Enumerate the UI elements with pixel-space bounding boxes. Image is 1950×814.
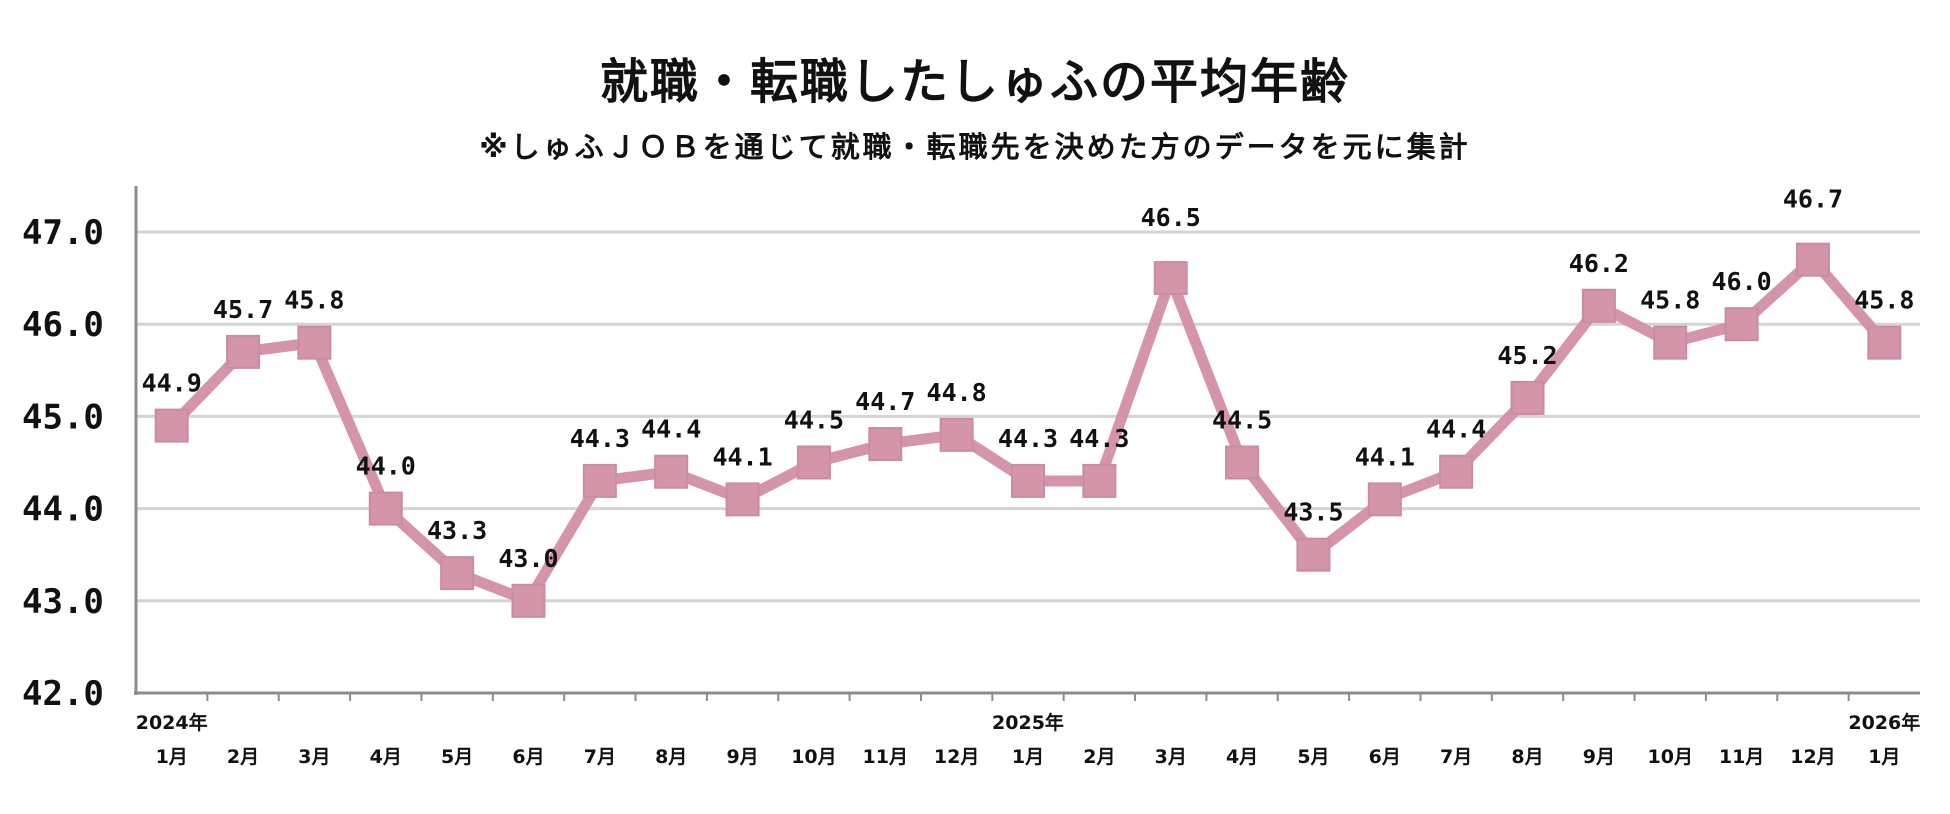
data-label: 44.4 bbox=[1426, 415, 1486, 444]
y-tick-label: 46.0 bbox=[22, 305, 104, 345]
data-point bbox=[440, 556, 475, 591]
x-month-label: 1月 bbox=[1012, 746, 1044, 768]
data-label: 45.7 bbox=[213, 295, 273, 324]
data-label: 45.8 bbox=[1640, 286, 1700, 315]
data-label: 43.0 bbox=[498, 544, 558, 573]
data-point bbox=[368, 491, 403, 526]
data-point bbox=[1867, 325, 1902, 360]
data-point bbox=[1510, 380, 1545, 415]
data-label: 46.2 bbox=[1569, 249, 1629, 278]
x-month-label: 3月 bbox=[1155, 746, 1187, 768]
x-month-label: 9月 bbox=[726, 746, 758, 768]
data-label: 43.3 bbox=[427, 516, 487, 545]
data-label: 44.8 bbox=[927, 378, 987, 407]
x-month-label: 12月 bbox=[934, 746, 979, 768]
data-point bbox=[1153, 261, 1188, 296]
data-point bbox=[939, 417, 974, 452]
data-label: 44.3 bbox=[998, 424, 1058, 453]
data-label: 45.2 bbox=[1497, 341, 1557, 370]
data-point bbox=[226, 334, 261, 369]
x-month-label: 3月 bbox=[298, 746, 330, 768]
x-month-label: 11月 bbox=[1719, 746, 1764, 768]
x-year-label: 2026年 bbox=[1848, 711, 1920, 734]
x-month-label: 2月 bbox=[1083, 746, 1115, 768]
data-label: 44.7 bbox=[855, 387, 915, 416]
data-point bbox=[1296, 537, 1331, 572]
data-label: 43.5 bbox=[1283, 498, 1343, 527]
x-month-label: 5月 bbox=[441, 746, 473, 768]
data-point bbox=[582, 463, 617, 498]
data-label: 44.9 bbox=[142, 369, 202, 398]
data-label: 44.4 bbox=[641, 415, 701, 444]
x-month-label: 4月 bbox=[1226, 746, 1258, 768]
data-label: 44.3 bbox=[1069, 424, 1129, 453]
x-month-label: 6月 bbox=[1369, 746, 1401, 768]
x-year-label: 2025年 bbox=[992, 711, 1064, 734]
data-label: 44.0 bbox=[356, 452, 416, 481]
data-point bbox=[725, 482, 760, 517]
data-label: 44.1 bbox=[1355, 442, 1415, 471]
x-month-label: 8月 bbox=[655, 746, 687, 768]
data-label: 44.5 bbox=[784, 406, 844, 435]
y-tick-label: 43.0 bbox=[22, 582, 104, 622]
chart-subtitle: ※しゅふＪＯＢを通じて就職・転職先を決めた方のデータを元に集計 bbox=[479, 130, 1471, 164]
y-tick-label: 42.0 bbox=[22, 674, 104, 714]
data-point bbox=[654, 454, 689, 489]
x-year-label: 2024年 bbox=[136, 711, 208, 734]
data-point bbox=[868, 427, 903, 462]
chart-title: 就職・転職したしゅふの平均年齢 bbox=[599, 54, 1350, 110]
data-label: 46.7 bbox=[1783, 185, 1843, 214]
data-point bbox=[1367, 482, 1402, 517]
x-month-label: 7月 bbox=[584, 746, 616, 768]
data-point bbox=[154, 408, 189, 443]
data-point bbox=[1439, 454, 1474, 489]
y-tick-label: 44.0 bbox=[22, 490, 104, 530]
data-point bbox=[1795, 242, 1830, 277]
data-point bbox=[297, 325, 332, 360]
x-month-label: 7月 bbox=[1440, 746, 1472, 768]
y-tick-label: 45.0 bbox=[22, 397, 104, 437]
data-label: 46.0 bbox=[1711, 267, 1771, 296]
x-month-label: 4月 bbox=[370, 746, 402, 768]
data-point bbox=[1011, 463, 1045, 498]
data-label: 44.5 bbox=[1212, 406, 1272, 435]
data-point bbox=[1653, 325, 1688, 360]
data-label: 46.5 bbox=[1141, 203, 1201, 232]
data-point bbox=[511, 583, 546, 618]
data-label: 45.8 bbox=[1854, 286, 1914, 315]
data-point bbox=[1581, 288, 1616, 323]
x-month-label: 5月 bbox=[1297, 746, 1329, 768]
x-month-label: 9月 bbox=[1583, 746, 1615, 768]
x-month-label: 6月 bbox=[512, 746, 544, 768]
x-month-label: 11月 bbox=[863, 746, 908, 768]
data-label: 45.8 bbox=[284, 286, 344, 315]
x-month-label: 1月 bbox=[156, 746, 188, 768]
x-month-label: 2月 bbox=[227, 746, 259, 768]
x-month-label: 10月 bbox=[1648, 746, 1693, 768]
data-point bbox=[796, 445, 831, 480]
x-month-label: 10月 bbox=[791, 746, 836, 768]
data-point bbox=[1225, 445, 1260, 480]
x-month-label: 8月 bbox=[1511, 746, 1543, 768]
data-label: 44.1 bbox=[712, 442, 772, 471]
data-point bbox=[1082, 463, 1117, 498]
data-point bbox=[1724, 307, 1759, 342]
data-label: 44.3 bbox=[570, 424, 630, 453]
x-month-label: 1月 bbox=[1868, 746, 1900, 768]
y-tick-label: 47.0 bbox=[22, 213, 104, 253]
x-month-label: 12月 bbox=[1790, 746, 1835, 768]
